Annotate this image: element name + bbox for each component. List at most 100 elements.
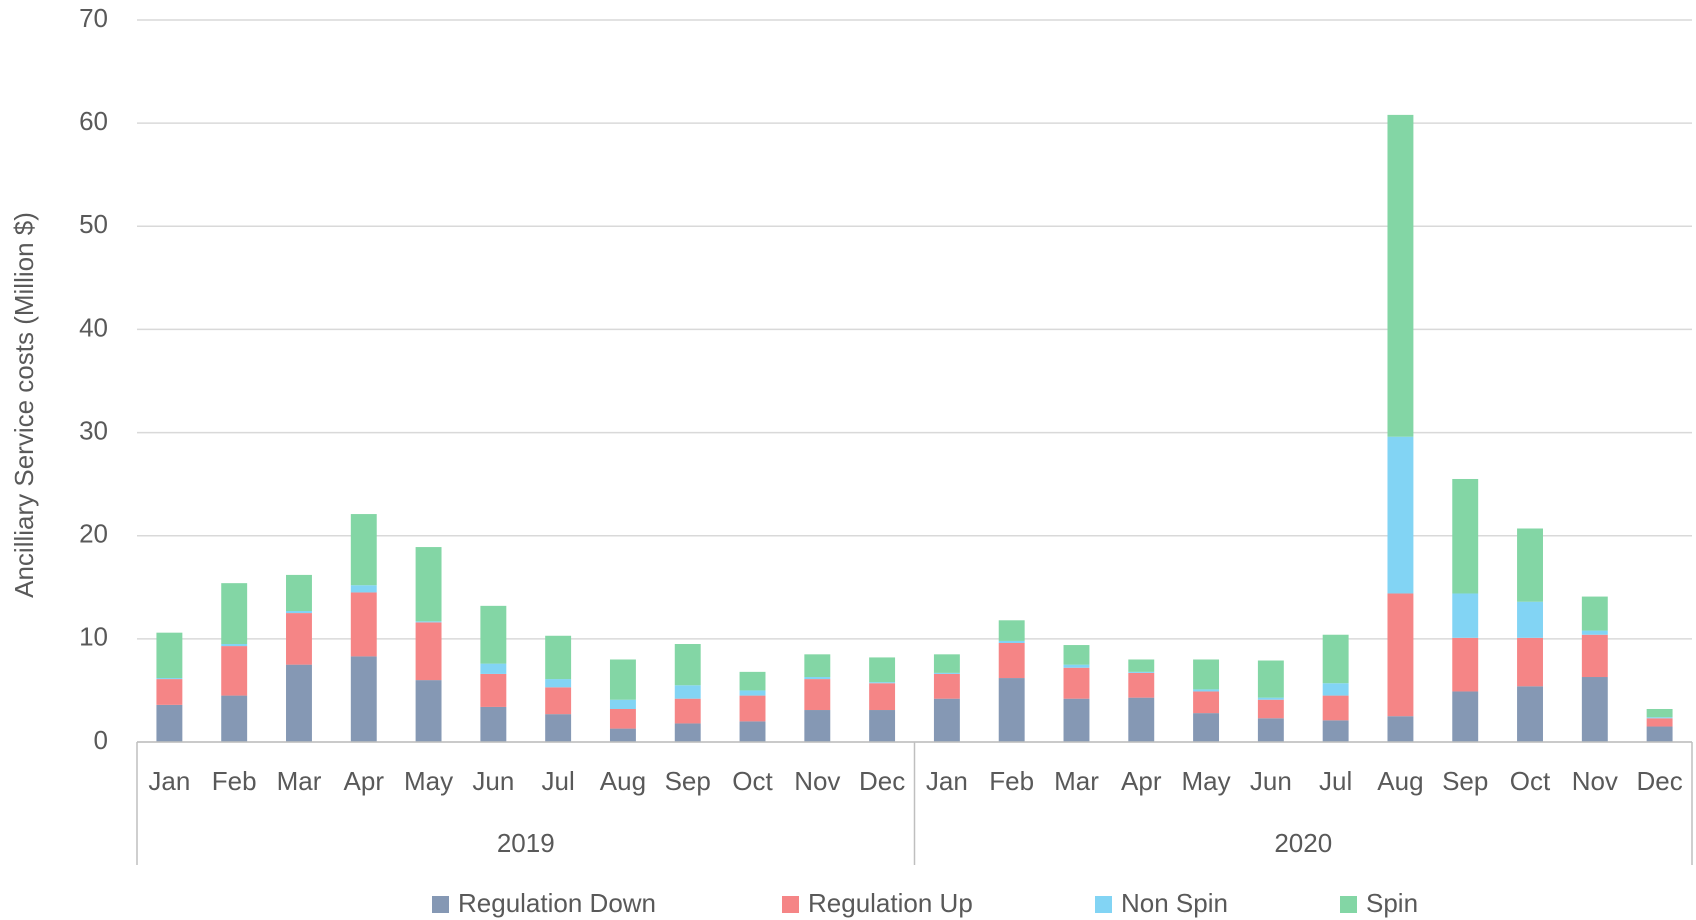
bar-segment	[1646, 717, 1673, 719]
x-tick-label: Jul	[1319, 766, 1352, 796]
bar-segment	[221, 646, 248, 696]
x-tick-label: Jun	[472, 766, 514, 796]
bar-segment	[350, 656, 377, 742]
bar-segment	[156, 679, 183, 705]
bar-segment	[933, 672, 960, 674]
bar-segment	[1128, 697, 1155, 742]
bar-segment	[1257, 697, 1284, 700]
x-tick-label: Nov	[1572, 766, 1618, 796]
bar-segment	[869, 710, 896, 742]
y-tick-label: 10	[79, 622, 108, 652]
x-tick-label: Feb	[212, 766, 257, 796]
bar-segment	[1517, 528, 1543, 602]
bar-segment	[415, 621, 442, 623]
bar-segment	[1322, 683, 1349, 696]
x-tick-label: Aug	[1377, 766, 1423, 796]
bar-segment	[1063, 698, 1090, 742]
bar-segment	[1128, 671, 1155, 673]
bar-segment	[804, 710, 831, 742]
bar-segment	[998, 678, 1025, 742]
bar-segment	[1063, 664, 1090, 668]
bar-segment	[350, 585, 377, 593]
bar-segment	[674, 685, 701, 699]
bar-segment	[156, 704, 183, 742]
x-tick-label: Aug	[600, 766, 646, 796]
x-tick-label: Apr	[344, 766, 385, 796]
x-tick-label: Jul	[542, 766, 575, 796]
x-tick-label: Nov	[794, 766, 840, 796]
bar-segment	[933, 654, 960, 673]
group-label: 2019	[497, 828, 555, 858]
x-tick-label: Dec	[859, 766, 905, 796]
x-tick-label: Dec	[1636, 766, 1682, 796]
bar-segment	[1063, 645, 1090, 665]
bar-segment	[739, 695, 766, 722]
bar-segment	[1257, 660, 1284, 698]
bar-segment	[480, 706, 507, 742]
bar-segment	[739, 671, 766, 691]
bar-segment	[674, 644, 701, 686]
bar-segment	[1193, 713, 1220, 742]
y-tick-label: 50	[79, 209, 108, 239]
bar-segment	[1517, 601, 1543, 638]
bar-segment	[869, 683, 896, 711]
bar-segment	[1581, 596, 1608, 631]
legend-swatch	[782, 896, 799, 913]
bar-segment	[1452, 691, 1479, 742]
x-tick-label: Sep	[1442, 766, 1488, 796]
bar-segment	[998, 640, 1025, 643]
bar-segment	[156, 632, 183, 679]
bar-segment	[1581, 677, 1608, 742]
x-tick-label: Apr	[1121, 766, 1162, 796]
bar-segment	[545, 635, 572, 680]
bar-segment	[609, 728, 636, 742]
bar-segment	[350, 514, 377, 586]
group-label: 2020	[1274, 828, 1332, 858]
y-tick-label: 0	[94, 725, 108, 755]
bar-segment	[1257, 718, 1284, 742]
x-tick-label: Mar	[277, 766, 322, 796]
bar-segment	[1517, 637, 1543, 687]
bar-segment	[869, 682, 896, 684]
bar-segment	[933, 673, 960, 699]
y-tick-label: 20	[79, 519, 108, 549]
bar-segment	[221, 644, 248, 647]
bar-segment	[804, 677, 831, 680]
bar-segment	[480, 663, 507, 674]
legend-swatch	[1095, 896, 1112, 913]
bar-segment	[221, 695, 248, 742]
y-axis-title: Ancilliary Service costs (Million $)	[9, 212, 39, 598]
bar-segment	[545, 687, 572, 715]
x-tick-label: May	[1182, 766, 1231, 796]
bar-segment	[609, 699, 636, 709]
x-tick-label: Sep	[665, 766, 711, 796]
y-tick-label: 70	[79, 3, 108, 33]
bar-segment	[998, 620, 1025, 641]
legend-label: Spin	[1366, 888, 1418, 918]
bar-segment	[1452, 478, 1479, 594]
x-tick-label: Jan	[926, 766, 968, 796]
bar-segment	[1193, 689, 1220, 692]
y-tick-label: 40	[79, 312, 108, 342]
bar-segment	[480, 673, 507, 707]
bar-segment	[1452, 593, 1479, 638]
x-tick-label: May	[404, 766, 453, 796]
bar-segment	[1257, 699, 1284, 719]
bar-segment	[156, 678, 183, 680]
bar-segment	[674, 723, 701, 742]
legend-label: Regulation Down	[458, 888, 656, 918]
bar-segment	[1322, 634, 1349, 684]
bar-segment	[1193, 659, 1220, 690]
y-tick-label: 30	[79, 415, 108, 445]
bar-segment	[286, 613, 312, 665]
bar-segment	[1646, 708, 1673, 718]
legend-swatch	[1340, 896, 1357, 913]
x-tick-label: Jun	[1250, 766, 1292, 796]
bar-segment	[674, 698, 701, 724]
bar-segment	[804, 679, 831, 711]
legend-label: Non Spin	[1121, 888, 1228, 918]
bar-segment	[221, 583, 248, 645]
bar-segment	[1581, 630, 1608, 635]
bar-segment	[415, 622, 442, 681]
